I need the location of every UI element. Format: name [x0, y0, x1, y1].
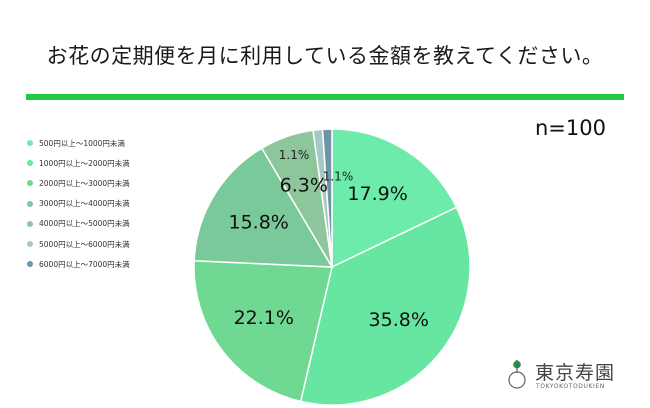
legend-swatch [27, 220, 33, 227]
legend-item: 4000円以上～5000円未満 [27, 214, 130, 234]
brand-logo: 東京寿園 TOKYOKOTODUKIEN [505, 356, 645, 396]
legend-label: 6000円以上～7000円未満 [39, 259, 130, 269]
legend-label: 3000円以上～4000円未満 [39, 199, 130, 209]
slice-data-label: 15.8% [228, 211, 288, 233]
legend-swatch [27, 180, 33, 187]
legend: 500円以上～1000円未満 1000円以上～2000円未満 2000円以上～300… [27, 133, 130, 274]
pie-slice [193, 147, 334, 268]
slice-data-label: 1.1% [323, 170, 354, 184]
legend-swatch [27, 160, 33, 167]
slice-data-label: 17.9% [347, 183, 407, 205]
legend-label: 500円以上～1000円未満 [39, 138, 125, 148]
pie-slice [331, 128, 458, 269]
legend-item: 3000円以上～4000円未満 [27, 194, 130, 214]
legend-item: 5000円以上～6000円未満 [27, 234, 130, 254]
flower-logo-icon [508, 360, 526, 389]
legend-swatch [27, 140, 33, 147]
legend-swatch [27, 261, 33, 268]
legend-item: 500円以上～1000円未満 [27, 133, 130, 153]
legend-item: 6000円以上～7000円未満 [27, 254, 130, 274]
pie-slice [321, 128, 333, 268]
brand-name: 東京寿園 [535, 362, 616, 384]
legend-label: 1000円以上～2000円未満 [39, 158, 130, 168]
slice-data-label: 1.1% [279, 148, 310, 162]
legend-item: 1000円以上～2000円未満 [27, 153, 130, 173]
chart-title: お花の定期便を月に利用している金額を教えてください。 [46, 44, 604, 68]
legend-label: 5000円以上～6000円未満 [39, 239, 130, 249]
legend-label: 4000円以上～5000円未満 [39, 219, 130, 229]
brand-subtitle: TOKYOKOTODUKIEN [536, 383, 605, 390]
title-underline [26, 94, 624, 100]
slice-data-label: 22.1% [234, 307, 294, 329]
legend-item: 2000円以上～3000円未満 [27, 173, 130, 193]
legend-swatch [27, 241, 33, 248]
sample-size: n=100 [535, 116, 606, 140]
slice-data-label: 6.3% [280, 175, 328, 197]
legend-swatch [27, 200, 33, 207]
pie-slice [299, 206, 471, 406]
legend-label: 2000円以上～3000円未満 [39, 178, 130, 188]
pie-slice [193, 259, 333, 403]
slice-data-label: 35.8% [369, 309, 429, 331]
